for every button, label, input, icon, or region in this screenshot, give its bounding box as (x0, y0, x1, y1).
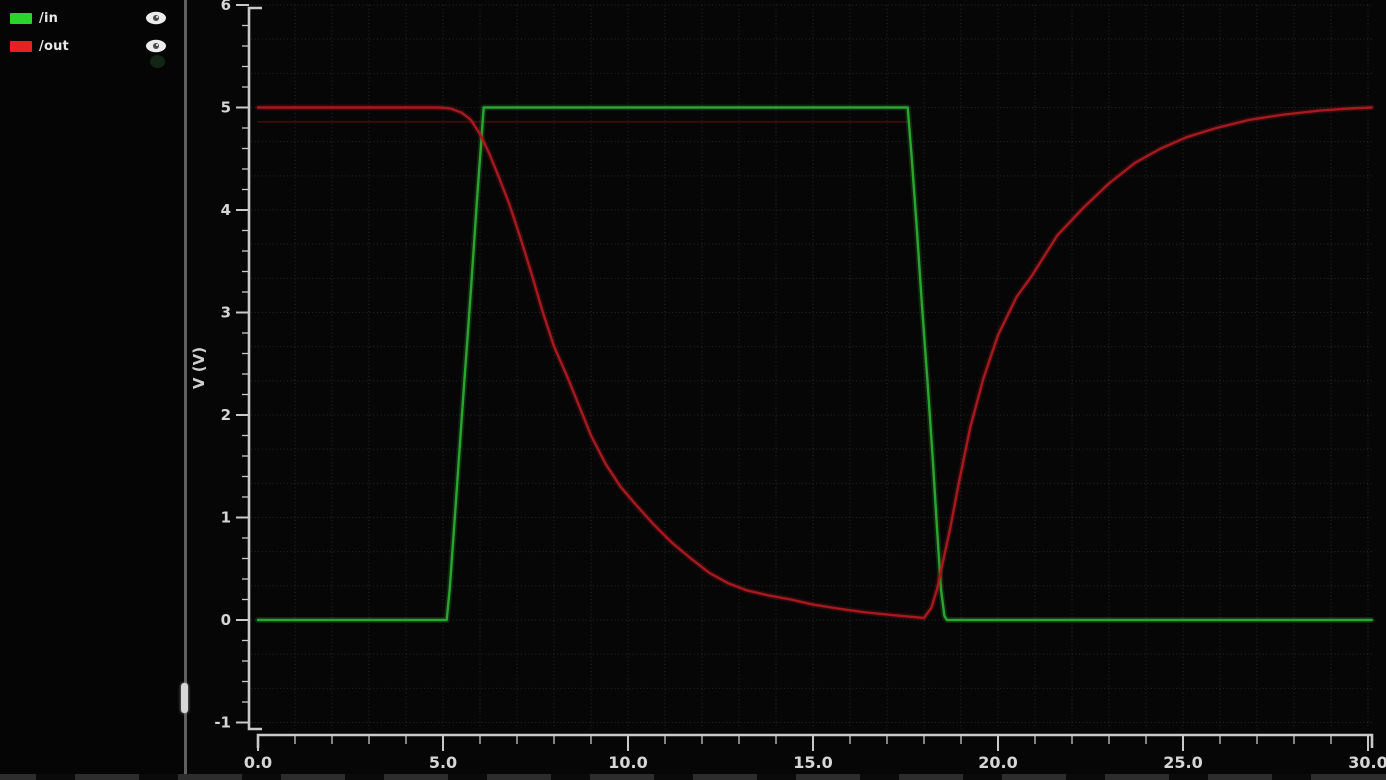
visibility-eye-icon[interactable] (144, 38, 168, 54)
svg-text:5: 5 (221, 99, 231, 117)
signal-color-swatch-out (10, 40, 32, 52)
svg-text:15.0: 15.0 (793, 753, 832, 772)
y-axis (236, 4, 262, 731)
scrollbar-thumb[interactable] (181, 683, 188, 713)
signal-list-panel: /in /out (0, 0, 184, 780)
x-tick-labels: 0.0 5.0 10.0 15.0 20.0 25.0 30.0 (244, 753, 1386, 772)
trace-in (255, 104, 1375, 623)
signal-name-out: /out (39, 38, 69, 54)
cropped-bottom-row (0, 774, 1386, 780)
svg-text:25.0: 25.0 (1163, 753, 1202, 772)
svg-text:0: 0 (221, 611, 231, 629)
svg-text:10.0: 10.0 (608, 753, 647, 772)
signal-row-in[interactable]: /in (0, 6, 184, 30)
trace-out (255, 104, 1375, 621)
svg-text:3: 3 (221, 304, 231, 322)
visibility-eye-icon[interactable] (144, 10, 168, 26)
faded-icon (150, 55, 165, 68)
svg-text:-1: -1 (214, 714, 231, 732)
panel-separator[interactable] (184, 0, 187, 780)
signal-color-swatch-in (10, 12, 32, 24)
svg-text:2: 2 (221, 406, 231, 424)
svg-text:0.0: 0.0 (244, 753, 272, 772)
y-tick-labels: 6 5 4 3 2 1 0 -1 (214, 0, 231, 732)
signal-name-in: /in (39, 10, 59, 26)
y-axis-title: V (V) (190, 347, 208, 389)
svg-text:30.0: 30.0 (1348, 753, 1386, 772)
x-axis (256, 733, 1374, 751)
svg-text:6: 6 (221, 0, 231, 14)
svg-text:5.0: 5.0 (429, 753, 457, 772)
signal-row-out[interactable]: /out (0, 34, 184, 58)
svg-text:V (V): V (V) (190, 347, 208, 389)
svg-text:4: 4 (221, 201, 231, 219)
svg-text:1: 1 (221, 509, 231, 527)
svg-text:20.0: 20.0 (978, 753, 1017, 772)
